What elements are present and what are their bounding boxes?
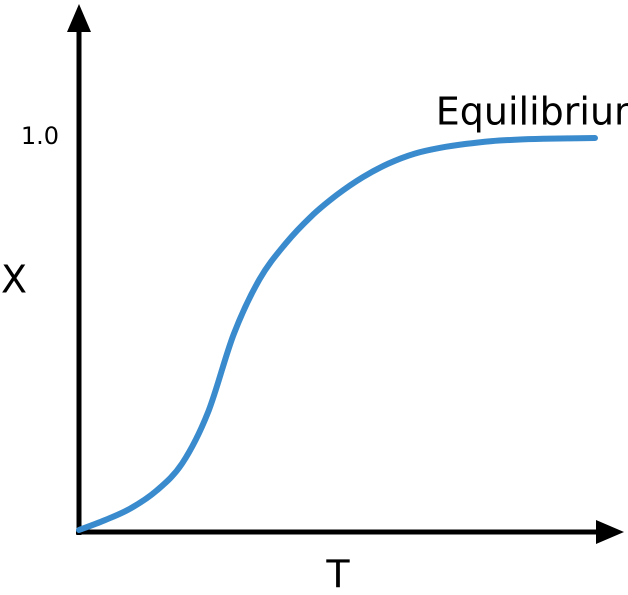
y-tick-label: 1.0 <box>21 122 59 150</box>
series-line <box>76 135 598 533</box>
annotation-group: Equilibrium <box>436 90 628 134</box>
x-axis-label: T <box>325 553 350 595</box>
x-axis-arrow <box>596 520 624 544</box>
equilibrium-annotation: Equilibrium <box>436 90 628 134</box>
y-axis-label: X <box>1 258 27 302</box>
series-group <box>76 135 598 533</box>
y-axis-arrow <box>67 4 91 32</box>
y-tick-group: 1.0 <box>21 122 59 150</box>
